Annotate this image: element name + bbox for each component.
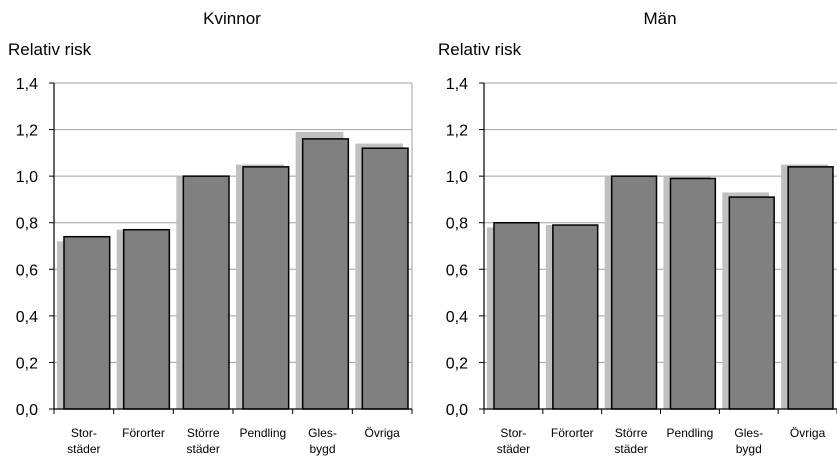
x-tick-label: Större [187,426,220,440]
y-tick-label: 0,4 [16,309,38,326]
x-tick-label: städer [614,442,647,456]
y-tick-label: 0,0 [446,402,468,419]
bar-value [63,235,111,410]
bar-value [301,138,350,410]
y-tick-label: 0,8 [446,216,468,233]
y-tick-label: 0,8 [16,216,38,233]
bar-value [493,221,540,410]
x-tick-label: Större [615,426,648,440]
y-axis-label: Relativ risk [438,40,522,59]
x-tick-label: Pendling [239,426,286,440]
x-tick-label: Förorter [122,426,165,440]
y-tick-label: 1,4 [446,76,468,93]
y-tick-label: 0,2 [446,355,468,372]
y-tick-label: 1,2 [446,123,468,140]
x-tick-label: Stor- [500,426,526,440]
x-tick-label: Pendling [667,426,714,440]
chart-title: Kvinnor [203,9,261,28]
bar-value [610,175,658,410]
bar-value [242,166,290,410]
bar-value [728,196,775,410]
bar-value [122,228,171,410]
x-tick-label: Förorter [551,426,594,440]
x-tick-label: Gles- [308,426,337,440]
y-tick-label: 1,4 [16,76,38,93]
bar-value [669,177,717,410]
x-tick-label: Övriga [364,426,400,440]
y-tick-label: 0,4 [446,309,468,326]
chart-panel-kvinnor: Kvinnor Relativ risk 0,0 0,2 0,4 0,6 0,8 1,0 1,2… [8,9,413,456]
x-tick-label: städer [497,442,530,456]
x-tick-label: Gles- [734,426,763,440]
x-tick-label: städer [186,442,219,456]
bar-value [361,147,409,410]
x-tick-label: bygd [309,442,335,456]
x-tick-label: bygd [736,442,762,456]
x-tick-label: städer [67,442,100,456]
bar-value [552,224,599,410]
y-tick-label: 0,6 [16,262,38,279]
x-tick-label: Övriga [790,426,826,440]
bar-value [182,175,230,410]
y-tick-label: 0,2 [16,355,38,372]
chart-title: Män [643,9,676,28]
y-tick-label: 1,0 [16,169,38,186]
x-tick-label: Stor- [71,426,97,440]
y-axis-label: Relativ risk [8,40,92,59]
y-tick-label: 0,0 [16,402,38,419]
y-tick-label: 1,0 [446,169,468,186]
chart-panel-man: Män Relativ risk 0,0 0,2 0,4 0,6 0,8 1,0 1,2 1,4 S… [438,9,837,456]
y-tick-label: 1,2 [16,123,38,140]
bar-value [787,166,834,410]
y-tick-label: 0,6 [446,262,468,279]
